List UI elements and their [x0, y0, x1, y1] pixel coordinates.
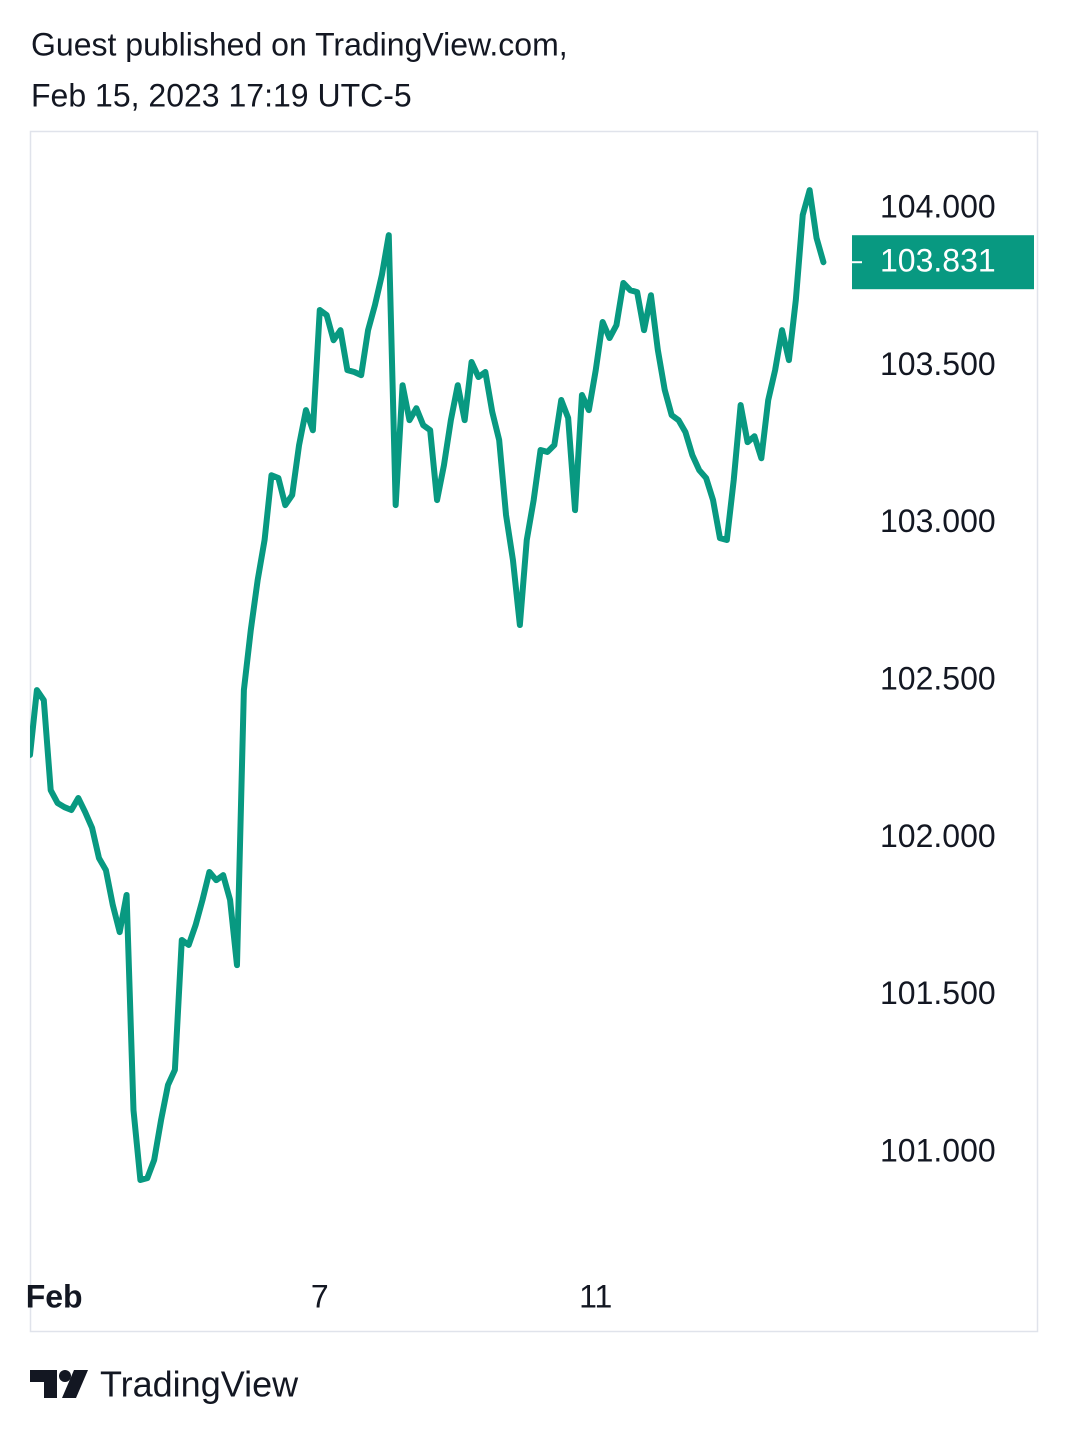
last-price-box: [852, 235, 1034, 290]
brand: TradingView: [100, 1364, 299, 1405]
y-tick-label: 103.000: [880, 503, 996, 539]
header-line: Feb 15, 2023 17:19 UTC-5: [31, 77, 412, 113]
plot: [30, 187, 827, 1184]
last-price-label: 103.831: [880, 243, 996, 279]
y-tick-label: 101.500: [880, 975, 996, 1011]
price-line: [30, 187, 827, 1184]
y-tick-label: 102.000: [880, 818, 996, 854]
x-tick-label: 7: [311, 1278, 329, 1314]
x-tick-label: Feb: [26, 1278, 83, 1314]
logo: [30, 1370, 88, 1398]
x-tick-label: 11: [579, 1278, 612, 1314]
y-tick-label: 101.000: [880, 1132, 996, 1168]
y-tick-label: 103.500: [880, 346, 996, 382]
y-tick-label: 104.000: [880, 188, 996, 224]
header-line: Guest published on TradingView.com,: [31, 26, 568, 62]
y-tick-label: 102.500: [880, 660, 996, 696]
